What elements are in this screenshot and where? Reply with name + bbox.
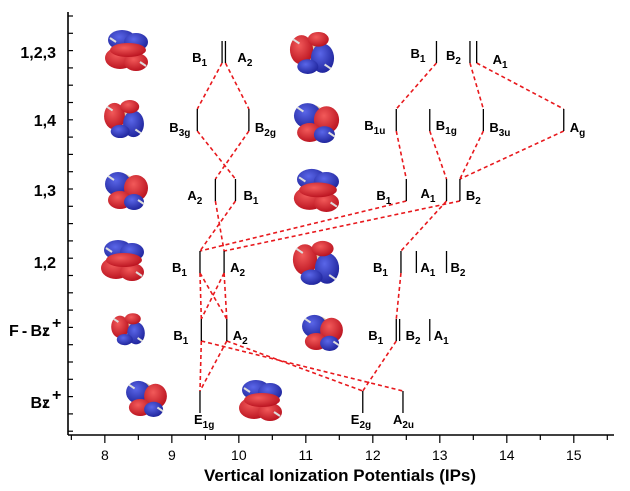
x-tick-label: 12 bbox=[365, 447, 381, 463]
symmetry-label: A1 bbox=[493, 52, 508, 71]
symmetry-label: A1 bbox=[434, 328, 449, 347]
correlation-line bbox=[362, 340, 397, 392]
x-axis: 8 9 10 11 12 13 14 15 bbox=[70, 435, 608, 463]
symmetry-label: A2 bbox=[230, 260, 245, 279]
row-label-dot bbox=[43, 328, 48, 337]
symmetry-label: B2g bbox=[255, 120, 276, 139]
symmetry-label: B2 bbox=[406, 328, 421, 347]
orbital-fbz-b-icon bbox=[302, 314, 343, 351]
orbital-14-a-icon bbox=[104, 100, 144, 139]
correlation-line bbox=[199, 340, 203, 392]
correlation-line bbox=[224, 62, 250, 110]
symmetry-label: B1 bbox=[243, 188, 258, 207]
orbital-fbz-a-icon bbox=[111, 313, 145, 346]
symmetry-label: A2 bbox=[187, 188, 202, 207]
correlation-line bbox=[199, 340, 228, 392]
row-label: 1,4 bbox=[34, 113, 56, 130]
x-tick-label: 11 bbox=[299, 447, 314, 463]
correlation-line bbox=[476, 62, 565, 110]
symmetry-label: E1g bbox=[194, 412, 214, 431]
correlation-line bbox=[395, 62, 438, 110]
symmetry-label: B1g bbox=[436, 118, 457, 137]
symmetry-label: A1 bbox=[420, 260, 435, 279]
symmetry-label: B1 bbox=[410, 46, 425, 65]
correlation-line bbox=[199, 200, 407, 252]
orbital-14-b-icon bbox=[293, 103, 340, 143]
symmetry-label: B1u bbox=[364, 118, 385, 137]
symmetry-label: B2 bbox=[466, 188, 481, 207]
symmetry-label: B1 bbox=[368, 328, 383, 347]
row-label: F - Bz bbox=[9, 323, 50, 340]
symmetry-label: B1 bbox=[192, 50, 207, 69]
orbital-bz-e1g-a-icon bbox=[126, 380, 167, 417]
correlation-line bbox=[214, 130, 250, 180]
y-axis-ticks bbox=[68, 15, 73, 432]
row-label-charge: + bbox=[52, 315, 61, 332]
orbital-images bbox=[101, 30, 343, 421]
symmetry-label: E2g bbox=[351, 412, 371, 431]
symmetry-label: A2u bbox=[393, 412, 414, 431]
correlation-line bbox=[223, 272, 228, 320]
symmetry-label: A2 bbox=[237, 50, 252, 69]
x-tick-label: 10 bbox=[231, 447, 247, 463]
correlation-lines bbox=[196, 62, 565, 392]
correlation-line bbox=[395, 272, 402, 320]
correlation-line bbox=[196, 62, 223, 110]
symmetry-label: B1 bbox=[173, 328, 188, 347]
orbital-bz-e1g-b-icon bbox=[239, 380, 282, 421]
correlation-line bbox=[223, 200, 461, 252]
symmetry-label: B1 bbox=[376, 188, 391, 207]
correlation-line bbox=[469, 62, 485, 110]
correlation-line bbox=[199, 272, 203, 320]
correlation-line bbox=[200, 272, 225, 320]
row-label-dot bbox=[43, 400, 48, 409]
x-tick-label: 13 bbox=[432, 447, 448, 463]
correlation-line bbox=[214, 200, 225, 252]
row-labels: 1,2,31,41,31,2F - Bz +Bz + bbox=[9, 45, 61, 412]
orbital-123-a-icon bbox=[105, 30, 148, 71]
x-tick-label: 9 bbox=[168, 447, 176, 463]
symmetry-label: B2 bbox=[451, 260, 466, 279]
row-label: 1,2,3 bbox=[20, 45, 56, 62]
correlation-line bbox=[226, 340, 364, 392]
correlation-line bbox=[199, 272, 228, 320]
row-label: 1,2 bbox=[34, 255, 56, 272]
row-label: 1,3 bbox=[34, 183, 56, 200]
symmetry-label: B2 bbox=[446, 48, 461, 67]
orbital-12-b-icon bbox=[292, 240, 340, 285]
energy-levels: B1 A2 B1 B2 A1 B3g B2g B1u B1g B3u Ag A2 B1 B1 A1 B2 B1 A… bbox=[169, 41, 585, 431]
orbital-13-a-icon bbox=[105, 172, 148, 210]
correlation-line bbox=[395, 130, 408, 180]
orbital-12-a-icon bbox=[101, 240, 144, 281]
symmetry-label: B3u bbox=[489, 120, 510, 139]
correlation-line bbox=[400, 200, 448, 252]
x-axis-title: Vertical Ionization Potentials (IPs) bbox=[204, 466, 476, 485]
x-tick-label: 15 bbox=[566, 447, 582, 463]
x-tick-label: 8 bbox=[101, 447, 109, 463]
symmetry-label: Ag bbox=[570, 120, 586, 139]
symmetry-label: B3g bbox=[169, 120, 190, 139]
row-label-charge: + bbox=[52, 387, 61, 404]
symmetry-label: A1 bbox=[421, 186, 436, 205]
orbital-13-b-icon bbox=[293, 168, 339, 212]
correlation-line bbox=[459, 130, 485, 180]
orbital-123-b-icon bbox=[289, 31, 335, 74]
correlation-line bbox=[429, 130, 448, 180]
correlation-line bbox=[199, 200, 237, 252]
correlation-line bbox=[459, 130, 565, 180]
x-tick-label: 14 bbox=[499, 447, 515, 463]
correlation-line bbox=[196, 130, 237, 180]
symmetry-label: B1 bbox=[373, 260, 388, 279]
correlation-line bbox=[201, 340, 404, 392]
row-label: Bz bbox=[30, 395, 50, 412]
symmetry-label: B1 bbox=[172, 260, 187, 279]
